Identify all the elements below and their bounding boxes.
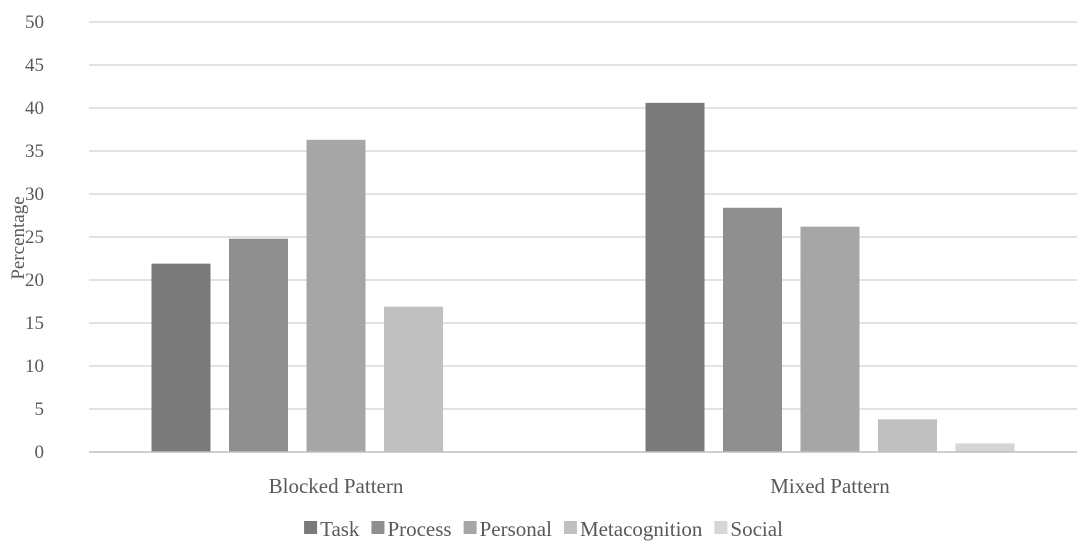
legend-swatch xyxy=(371,521,385,534)
legend-item-social: Social xyxy=(714,517,783,541)
legend-item-task: Task xyxy=(304,517,360,541)
bars xyxy=(151,102,1015,452)
legend: Task Process Personal Metacognition Social xyxy=(304,517,783,541)
y-tick-label: 25 xyxy=(25,227,44,248)
legend-item-process: Process xyxy=(371,517,452,541)
y-tick-label: 50 xyxy=(25,12,44,33)
bar-metacognition-2 xyxy=(878,419,937,452)
category-label: Mixed Pattern xyxy=(770,474,890,498)
legend-label: Process xyxy=(387,517,451,541)
legend-swatch xyxy=(714,521,728,534)
y-tick-label: 10 xyxy=(25,356,44,377)
y-tick-label: 5 xyxy=(35,399,45,420)
legend-swatch xyxy=(304,521,318,534)
legend-label: Metacognition xyxy=(580,517,703,541)
bar-task-2 xyxy=(645,102,705,452)
bar-process-2 xyxy=(723,207,782,452)
y-axis-ticks: 0 5 10 15 20 25 30 35 40 45 50 xyxy=(25,12,44,463)
y-tick-label: 30 xyxy=(25,184,44,205)
legend-label: Personal xyxy=(480,517,552,541)
bar-process-1 xyxy=(229,238,288,452)
legend-swatch xyxy=(463,521,477,534)
y-tick-label: 15 xyxy=(25,313,44,334)
y-tick-label: 40 xyxy=(25,98,44,119)
bar-social-2 xyxy=(955,443,1015,452)
legend-label: Social xyxy=(730,517,783,541)
category-labels: Blocked Pattern Mixed Pattern xyxy=(269,474,891,498)
legend-item-personal: Personal xyxy=(463,517,552,541)
y-axis-label: Percentage xyxy=(8,196,29,279)
y-tick-label: 35 xyxy=(25,141,44,162)
bar-personal-2 xyxy=(800,226,860,452)
category-label: Blocked Pattern xyxy=(269,474,404,498)
legend-label: Task xyxy=(320,517,360,541)
y-tick-label: 45 xyxy=(25,55,44,76)
legend-swatch xyxy=(563,521,577,534)
legend-item-metacognition: Metacognition xyxy=(563,517,703,541)
y-tick-label: 20 xyxy=(25,270,44,291)
bar-personal-1 xyxy=(306,139,366,452)
bar-task-1 xyxy=(151,263,211,452)
y-tick-label: 0 xyxy=(35,442,45,463)
bar-metacognition-1 xyxy=(384,306,443,452)
